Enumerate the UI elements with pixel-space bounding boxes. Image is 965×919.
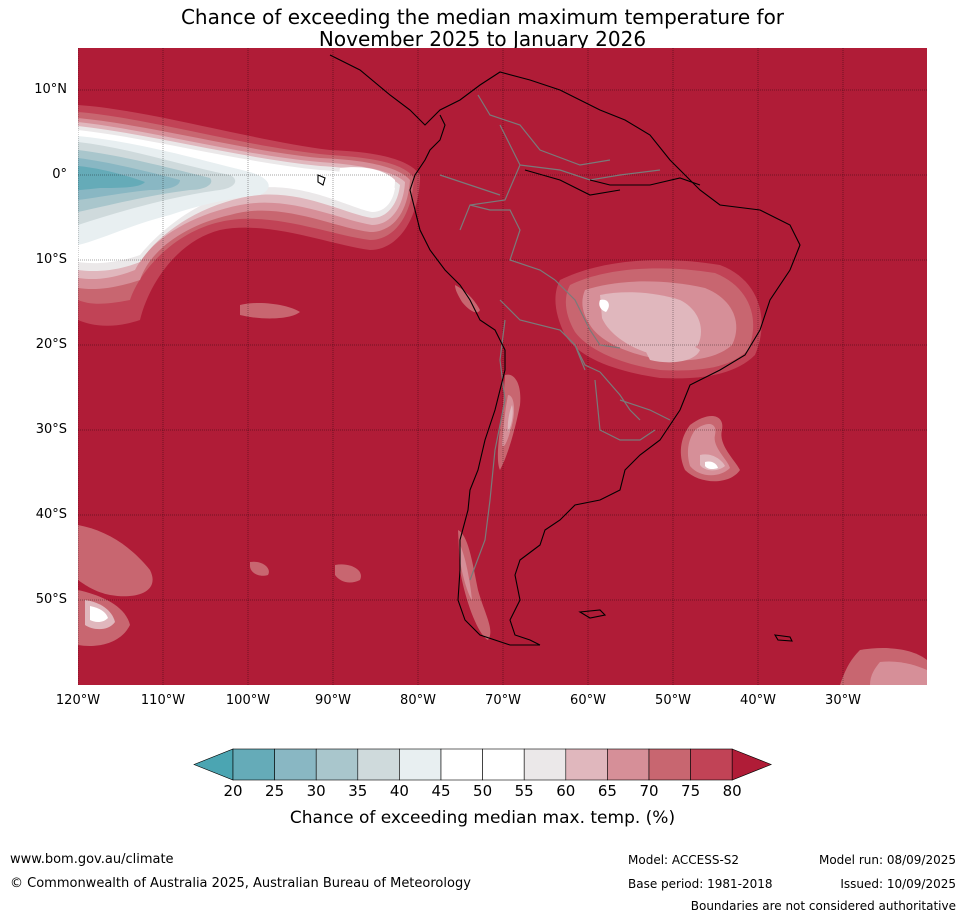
- colorbar-caption: Chance of exceeding median max. temp. (%…: [289, 808, 676, 828]
- colorbar-tick-label: 70: [639, 782, 659, 800]
- south-atlantic-patch: [680, 415, 740, 482]
- colorbar-swatch: [690, 748, 733, 781]
- colorbar-tick-label: 60: [556, 782, 576, 800]
- latitude-label: 30°S: [35, 422, 67, 437]
- longitude-label: 120°W: [55, 693, 101, 708]
- colorbar: [193, 748, 773, 781]
- colorbar-tick-label: 30: [306, 782, 326, 800]
- country-borders: [439, 94, 671, 581]
- colorbar-swatch: [440, 748, 483, 781]
- latitude-label: 20°S: [35, 337, 67, 352]
- colorbar-swatch: [565, 748, 608, 781]
- colorbar-high-extension: [731, 748, 773, 781]
- colorbar-tick-label: 75: [681, 782, 701, 800]
- model-name: Model: ACCESS-S2: [628, 853, 740, 867]
- base-period: Base period: 1981-2018: [628, 877, 773, 891]
- south-pacific-patches: [78, 302, 927, 685]
- colorbar-swatch: [482, 748, 525, 781]
- issued-date: Issued: 10/09/2025: [840, 877, 956, 891]
- longitude-label: 40°W: [740, 693, 776, 708]
- colorbar-swatch: [523, 748, 567, 781]
- colorbar-swatch: [648, 748, 691, 781]
- map-title-line2: November 2025 to January 2026: [318, 27, 647, 51]
- colorbar-swatch: [399, 748, 442, 781]
- colorbar-tick-label: 25: [265, 782, 285, 800]
- colorbar-tick-label: 65: [597, 782, 617, 800]
- longitude-label: 90°W: [315, 693, 351, 708]
- colorbar-tick-label: 50: [473, 782, 493, 800]
- colorbar-swatch: [315, 748, 359, 781]
- longitude-label: 100°W: [225, 693, 271, 708]
- colorbar-tick-label: 55: [514, 782, 534, 800]
- colorbar-tick-label: 45: [431, 782, 451, 800]
- boundaries-disclaimer: Boundaries are not considered authoritat…: [690, 899, 956, 913]
- latitude-label: 10°N: [34, 82, 67, 97]
- brazil-anomaly-region: [555, 260, 762, 379]
- longitude-label: 30°W: [825, 693, 861, 708]
- map-area: [78, 48, 927, 685]
- colorbar-tick-label: 35: [348, 782, 368, 800]
- andes-anomaly-strip: [455, 285, 521, 640]
- longitude-label: 110°W: [140, 693, 186, 708]
- colorbar-swatch: [607, 748, 650, 781]
- website-link[interactable]: www.bom.gov.au/climate: [10, 852, 174, 867]
- copyright-text: © Commonwealth of Australia 2025, Austra…: [10, 876, 471, 891]
- colorbar-low-extension: [193, 748, 234, 781]
- latitude-label: 40°S: [35, 507, 67, 522]
- longitude-label: 70°W: [485, 693, 521, 708]
- latitude-label: 10°S: [35, 252, 67, 267]
- colorbar-swatch: [274, 748, 317, 781]
- latitude-label: 0°: [52, 167, 67, 182]
- pacific-anomaly-region: [78, 105, 420, 326]
- colorbar-swatch: [232, 748, 275, 781]
- model-run: Model run: 08/09/2025: [818, 853, 956, 867]
- coastline: [317, 54, 801, 646]
- longitude-label: 80°W: [400, 693, 436, 708]
- longitude-label: 50°W: [655, 693, 691, 708]
- map-graticule: [78, 48, 927, 685]
- longitude-label: 60°W: [570, 693, 606, 708]
- colorbar-tick-label: 40: [389, 782, 409, 800]
- map-title-line1: Chance of exceeding the median maximum t…: [180, 5, 785, 29]
- latitude-label: 50°S: [35, 592, 67, 607]
- colorbar-swatch: [357, 748, 400, 781]
- colorbar-tick-label: 80: [722, 782, 742, 800]
- colorbar-tick-label: 20: [223, 782, 243, 800]
